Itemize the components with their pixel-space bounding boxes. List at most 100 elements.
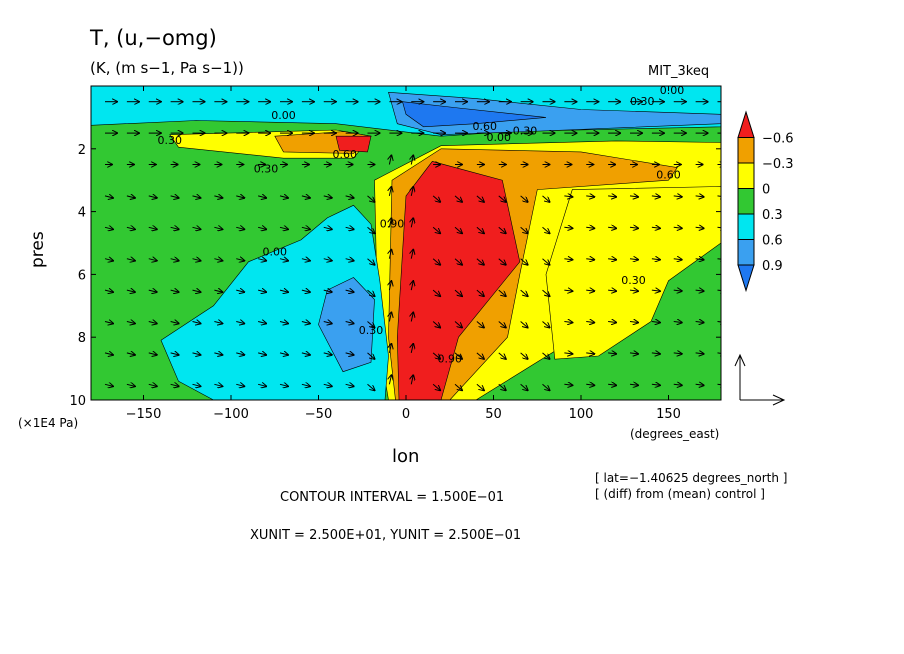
wind-vector — [498, 289, 506, 296]
wind-vector — [586, 259, 594, 260]
y-axis-label: pres — [28, 231, 48, 268]
wind-vector — [323, 259, 332, 261]
wind-vector — [301, 290, 310, 292]
x-tick-label: 50 — [485, 407, 502, 422]
wind-vector — [717, 290, 721, 291]
wind-vector — [148, 353, 157, 355]
wind-vector — [673, 384, 682, 385]
wind-vector — [695, 384, 704, 385]
contour-label: 0.30 — [621, 274, 646, 287]
wind-vector — [651, 290, 660, 291]
wind-vector — [236, 384, 244, 386]
wind-vector — [629, 353, 638, 354]
wind-vector — [411, 250, 413, 259]
wind-vector — [542, 352, 550, 359]
wind-vector — [454, 352, 462, 359]
y-tick-label: 6 — [78, 268, 86, 283]
wind-vector — [432, 195, 440, 202]
wind-vector — [345, 353, 354, 355]
contour-label: 0.60 — [333, 148, 358, 161]
wind-vector — [389, 344, 391, 354]
wind-vector — [586, 384, 594, 385]
wind-vector — [476, 383, 484, 390]
x-axis-units: (degrees_east) — [630, 427, 720, 441]
y-tick-label: 8 — [78, 331, 86, 346]
wind-vector — [170, 259, 179, 261]
wind-vector — [476, 321, 484, 328]
colorbar-label: −0.3 — [762, 157, 794, 172]
wind-vector — [454, 195, 462, 202]
wind-vector — [673, 227, 682, 228]
wind-vector — [432, 258, 440, 265]
wind-vector — [695, 227, 704, 228]
wind-vector — [564, 353, 572, 354]
wind-vector — [608, 227, 616, 228]
wind-vector — [520, 352, 528, 359]
wind-vector — [564, 196, 572, 197]
wind-vector — [367, 226, 375, 233]
wind-vector — [717, 259, 721, 260]
wind-vector — [323, 384, 332, 386]
y-axis-units: (×1E4 Pa) — [18, 416, 79, 430]
wind-vector — [345, 290, 354, 292]
wind-vector — [411, 187, 413, 197]
colorbar-label: 0.9 — [762, 259, 783, 274]
wind-vector — [411, 344, 413, 354]
wind-vector — [170, 227, 179, 229]
wind-vector — [717, 322, 721, 323]
wind-vector — [411, 156, 413, 165]
wind-vector — [279, 384, 288, 386]
wind-vector — [651, 353, 660, 354]
wind-vector — [498, 195, 506, 202]
wind-vector — [608, 259, 616, 260]
wind-vector — [717, 227, 721, 228]
wind-vector — [126, 290, 135, 292]
wind-vector — [192, 353, 201, 355]
wind-vector — [411, 313, 413, 322]
wind-vector — [279, 290, 288, 292]
wind-vector — [214, 353, 222, 355]
wind-vector — [389, 281, 391, 291]
contour-label: 0.00 — [660, 84, 685, 97]
colorbar-segment — [737, 188, 755, 215]
wind-vector — [104, 227, 113, 229]
wind-vector — [389, 187, 391, 197]
colorbar-segment — [737, 137, 755, 164]
central-hot-core — [396, 161, 521, 400]
wind-vector — [586, 196, 594, 197]
wind-vector — [454, 289, 462, 296]
colorbar-top-triangle — [737, 110, 755, 138]
wind-vector — [476, 226, 484, 233]
wind-vector — [432, 352, 440, 359]
wind-vector — [520, 258, 528, 265]
colorbar-label: −0.6 — [762, 132, 794, 147]
x-tick-label: −100 — [213, 407, 249, 422]
wind-vector — [345, 227, 354, 229]
wind-vector — [520, 321, 528, 328]
wind-vector — [476, 352, 484, 359]
west-cold-core — [318, 277, 375, 373]
y-tick-label: 2 — [78, 143, 86, 158]
wind-vector — [629, 227, 638, 228]
wind-vector — [301, 227, 310, 229]
wind-vector — [498, 383, 506, 390]
wind-vector — [608, 353, 616, 354]
wind-vector — [214, 227, 222, 229]
colorbar-label: 0.3 — [762, 208, 783, 223]
wind-vector — [608, 290, 616, 291]
wind-vector — [520, 226, 528, 233]
wind-vector — [564, 384, 572, 385]
colorbar-segment — [737, 162, 755, 189]
wind-vector — [214, 259, 222, 261]
x-tick-label: 150 — [656, 407, 681, 422]
x-axis-label: lon — [392, 446, 420, 467]
wind-vector — [301, 196, 310, 198]
wind-vector — [279, 227, 288, 229]
wind-vector — [454, 383, 462, 390]
wind-vector — [629, 259, 638, 260]
wind-vector — [279, 353, 288, 355]
wind-vector — [564, 227, 572, 228]
wind-vector — [673, 290, 682, 291]
wind-vector — [542, 383, 550, 390]
